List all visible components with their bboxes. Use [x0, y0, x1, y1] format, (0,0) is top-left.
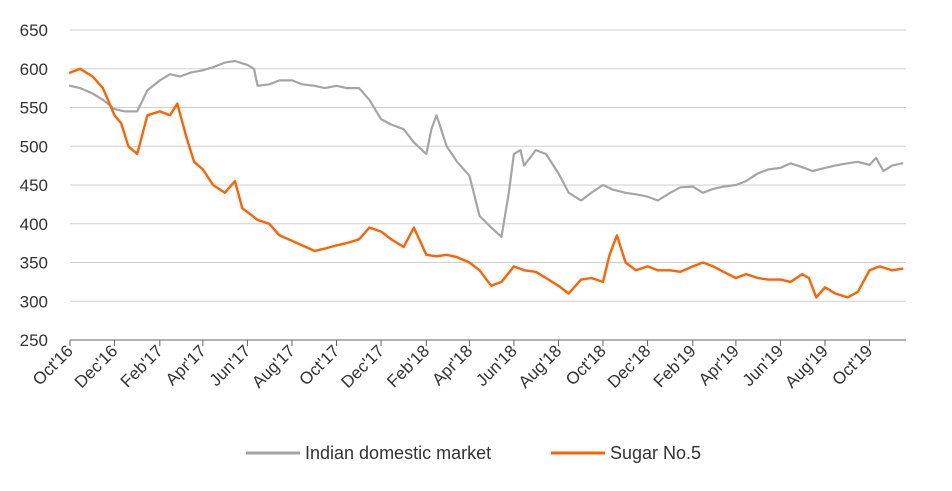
y-tick-label: 300: [20, 292, 48, 311]
series-lines: [68, 59, 904, 299]
x-tick-label: Oct'17: [296, 341, 344, 389]
x-tick-label: Aug'18: [515, 341, 565, 391]
y-axis: 250 300 350 400 450 500 550 600 650: [20, 21, 48, 350]
y-tick-label: 250: [20, 331, 48, 350]
x-tick-label: Feb'19: [650, 341, 700, 391]
y-tick-label: 600: [20, 60, 48, 79]
x-tick-label: Apr'18: [428, 341, 476, 389]
x-tick-label: Apr'17: [162, 341, 210, 389]
legend-label-indian-domestic-market: Indian domestic market: [305, 443, 491, 463]
x-tick-label: Apr'19: [695, 341, 743, 389]
legend-label-sugar-no5: Sugar No.5: [610, 443, 701, 463]
x-tick-label: Jun'17: [206, 341, 254, 389]
x-tick-label: Aug'17: [248, 341, 298, 391]
x-tick-label: Jun'18: [472, 341, 520, 389]
x-tick-label: Oct'18: [562, 341, 610, 389]
x-tick-label: Jun'19: [739, 341, 787, 389]
x-tick-label: Feb'17: [117, 341, 167, 391]
x-tick-label: Dec'17: [337, 341, 387, 391]
x-tick-label: Oct'19: [829, 341, 877, 389]
y-tick-label: 550: [20, 99, 48, 118]
y-tick-label: 400: [20, 215, 48, 234]
y-tick-label: 350: [20, 254, 48, 273]
series-line-indian-domestic-market: [68, 59, 904, 238]
legend: Indian domestic market Sugar No.5: [246, 443, 701, 463]
y-tick-label: 450: [20, 176, 48, 195]
y-tick-label: 650: [20, 21, 48, 40]
x-tick-label: Dec'16: [71, 341, 121, 391]
series-line-sugar-no5: [68, 67, 904, 299]
x-axis: Oct'16Dec'16Feb'17Apr'17Jun'17Aug'17Oct'…: [29, 339, 906, 392]
y-tick-label: 500: [20, 137, 48, 156]
x-tick-label: Feb'18: [383, 341, 433, 391]
x-tick-label: Aug'19: [781, 341, 831, 391]
x-tick-label: Dec'18: [604, 341, 654, 391]
